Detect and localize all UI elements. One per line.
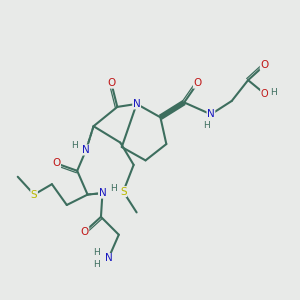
Text: O: O — [260, 60, 268, 70]
Text: H: H — [271, 88, 277, 97]
Text: N: N — [133, 99, 140, 109]
Text: O: O — [52, 158, 61, 168]
Text: O: O — [261, 88, 268, 98]
Text: N: N — [104, 254, 112, 263]
Text: N: N — [99, 188, 106, 198]
Text: O: O — [80, 227, 89, 237]
Text: H: H — [71, 141, 78, 150]
Text: N: N — [82, 145, 90, 155]
Text: S: S — [31, 190, 38, 200]
Text: S: S — [120, 187, 127, 196]
Text: H: H — [203, 121, 210, 130]
Text: O: O — [194, 78, 202, 88]
Text: O: O — [107, 78, 116, 88]
Text: N: N — [207, 109, 215, 119]
Text: H: H — [93, 248, 100, 257]
Text: H: H — [93, 260, 100, 269]
Text: H: H — [110, 184, 117, 193]
